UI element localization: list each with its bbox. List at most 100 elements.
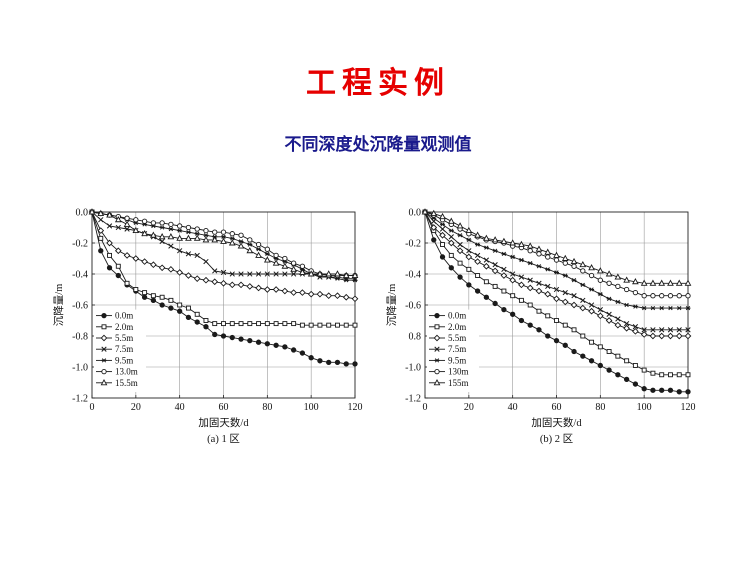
settlement-chart-zone-1: 0 20 40 60 80 100 120 0.0 -0.2 -0.4 -0.6 -0.8 -1.0 -1… <box>52 208 363 446</box>
data-point-155m <box>474 231 481 238</box>
data-point-2-0m <box>291 321 297 327</box>
data-point-7-5m <box>553 286 560 293</box>
data-point-5-5m <box>325 292 333 300</box>
data-point-5-5m <box>491 267 499 275</box>
data-point-155m <box>614 273 622 280</box>
data-point-9-5m <box>597 291 603 297</box>
data-point-2-0m <box>562 322 568 328</box>
data-point-155m <box>596 267 604 274</box>
data-point-7-5m <box>641 327 647 333</box>
data-point-0-0m <box>185 314 192 321</box>
data-point-155m <box>640 279 648 286</box>
data-point-0-0m <box>667 387 674 393</box>
data-point-7-5m <box>98 217 104 223</box>
data-point-9-5m <box>606 296 612 301</box>
data-point-2-0m <box>641 367 647 373</box>
data-point-13-0m <box>220 229 227 235</box>
data-point-9-5m <box>483 245 489 250</box>
data-point-7-5m <box>212 268 218 274</box>
data-point-5-5m <box>667 332 674 340</box>
data-point-15-5m <box>272 259 280 266</box>
data-point-2-0m <box>475 273 481 279</box>
data-point-15-5m <box>290 265 297 272</box>
data-point-0-0m <box>439 254 446 260</box>
x-tick-label: 100 <box>637 402 652 413</box>
data-point-5-5m <box>106 239 113 247</box>
data-point-0-0m <box>150 297 157 304</box>
data-point-5-5m <box>141 258 148 265</box>
data-point-5-5m <box>596 312 604 320</box>
data-point-0-0m <box>159 302 165 308</box>
data-point-5-5m <box>605 317 613 324</box>
data-point-2-0m <box>466 266 472 272</box>
data-point-9-5m <box>352 278 358 283</box>
data-point-0-0m <box>264 341 270 347</box>
data-point-15-5m <box>351 271 359 279</box>
data-point-7-5m <box>457 241 463 248</box>
data-point-7-5m <box>229 271 235 277</box>
data-point-2-0m <box>606 349 612 354</box>
data-point-2-0m <box>308 322 314 328</box>
data-point-9-5m <box>194 231 200 236</box>
data-point-0-0m <box>466 282 472 288</box>
data-point-5-5m <box>299 289 306 296</box>
data-point-2-0m <box>256 321 262 327</box>
data-point-5-5m <box>553 295 560 303</box>
data-point-13-0m <box>212 229 218 235</box>
data-point-0-0m <box>238 336 244 342</box>
data-point-7-5m <box>650 327 656 333</box>
data-point-9-5m <box>238 239 244 244</box>
legend-label-15-5m: 15.5m <box>115 378 138 388</box>
axis-ticks: 0 20 40 60 80 100 120 0.0 -0.2 -0.4 -0.6 0.8 -1.0 -1.… <box>405 208 695 414</box>
data-point-7-5m <box>220 269 227 276</box>
legend-marker-2-0m <box>101 324 107 330</box>
data-point-0-0m <box>308 355 314 361</box>
data-point-9-5m <box>580 282 586 288</box>
data-point-0-0m <box>580 353 586 359</box>
data-point-0-0m <box>527 322 533 328</box>
data-point-13-0m <box>264 246 270 252</box>
data-point-0-0m <box>431 237 437 243</box>
data-point-13-0m <box>141 218 148 224</box>
data-point-15-5m <box>185 234 192 241</box>
data-point-2-0m <box>668 372 673 378</box>
data-point-9-5m <box>475 242 481 247</box>
legend-label-7-5m: 7.5m <box>115 344 133 354</box>
data-point-9-5m <box>589 287 595 292</box>
legend-marker-15-5m <box>100 379 108 386</box>
data-point-0-0m <box>623 376 630 383</box>
legend-marker-9-5m <box>101 358 107 363</box>
data-point-9-5m <box>632 304 638 309</box>
data-point-9-5m <box>510 254 516 260</box>
data-point-0-0m <box>220 333 227 339</box>
data-point-9-5m <box>343 278 349 283</box>
x-tick-label: 80 <box>595 402 605 413</box>
data-point-2-0m <box>448 252 454 258</box>
data-point-7-5m <box>273 271 279 277</box>
data-point-15-5m <box>237 242 245 249</box>
data-point-130m <box>536 251 542 257</box>
y-tick-label: 0.8 <box>409 332 422 343</box>
data-point-5-5m <box>430 224 438 231</box>
legend-marker-0-0m <box>434 312 440 319</box>
data-point-7-5m <box>615 316 621 322</box>
data-point-9-5m <box>571 278 577 283</box>
data-point-15-5m <box>97 209 105 216</box>
data-point-15-5m <box>220 237 227 244</box>
data-point-130m <box>606 280 612 286</box>
data-point-7-5m <box>194 252 200 259</box>
data-point-2-0m <box>518 297 524 303</box>
data-point-130m <box>685 293 691 299</box>
data-point-13-0m <box>247 237 253 243</box>
axis-ticks: 0 20 40 60 80 100 120 0.0 -0.2 -0.4 -0.6 -0.8 -1.0 -1… <box>72 208 362 414</box>
y-tick-label: -1.2 <box>405 394 421 405</box>
data-point-7-5m <box>282 271 288 277</box>
data-point-5-5m <box>351 295 359 303</box>
data-point-0-0m <box>457 274 463 280</box>
data-point-13-0m <box>133 217 139 223</box>
data-point-0-0m <box>106 265 113 271</box>
data-point-15-5m <box>202 236 210 243</box>
data-point-0-0m <box>352 361 358 367</box>
x-axis-label: 加固天数/d <box>531 416 582 429</box>
